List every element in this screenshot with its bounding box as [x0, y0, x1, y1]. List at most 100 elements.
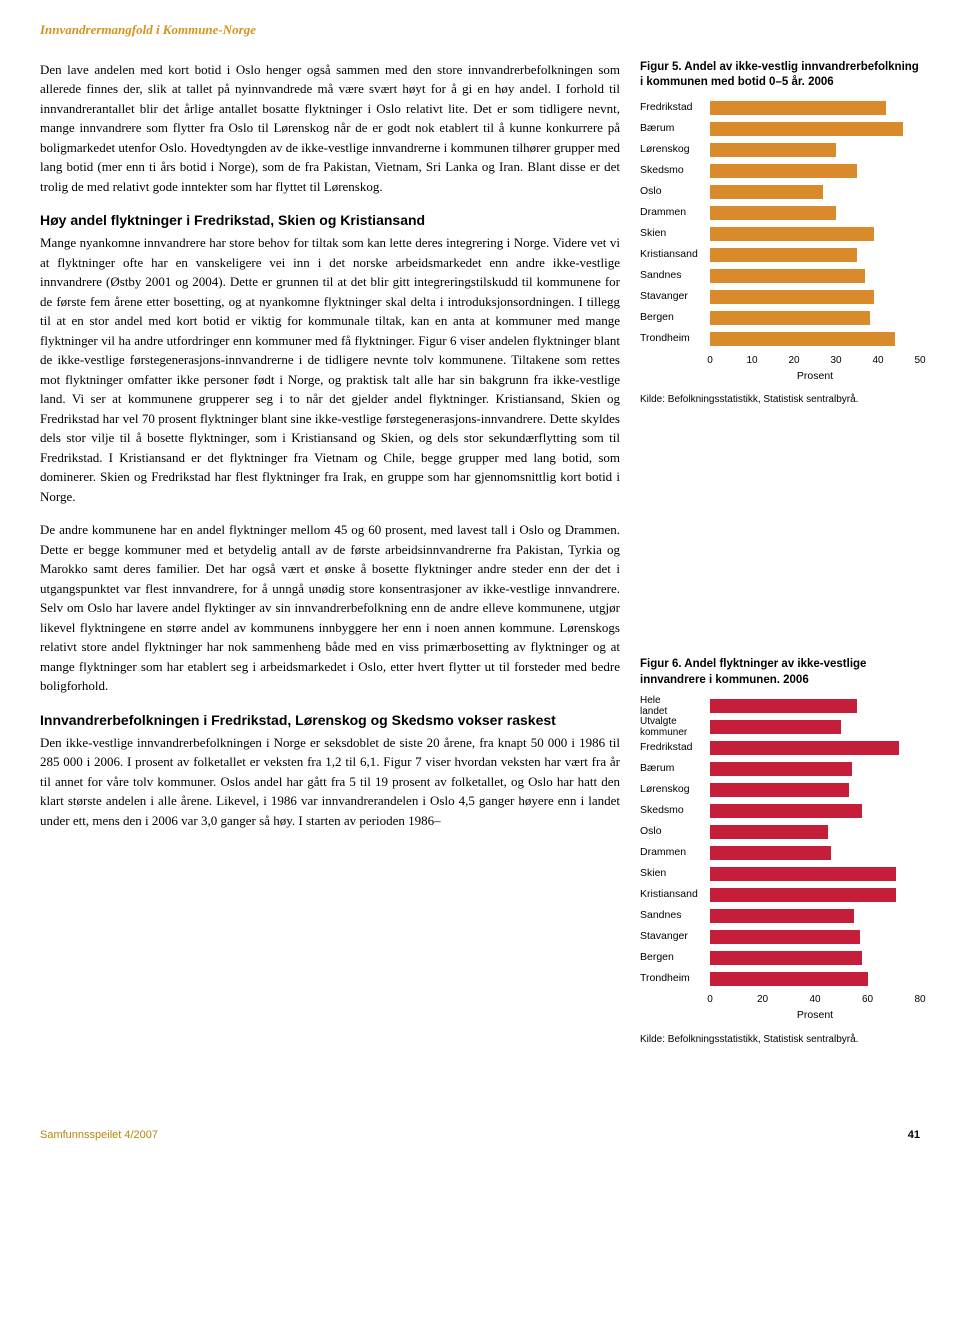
chart-row: Skedsmo — [640, 801, 920, 820]
chart-bar — [710, 311, 870, 325]
page-header-title: Innvandrermangfold i Kommune-Norge — [40, 20, 920, 40]
chart-tick: 50 — [914, 353, 925, 368]
chart-tick: 0 — [707, 992, 713, 1007]
chart-row: Oslo — [640, 183, 920, 202]
chart-row: Trondheim — [640, 330, 920, 349]
chart-bar — [710, 185, 823, 199]
chart-6: Figur 6. Andel flyktninger av ikke-vestl… — [640, 657, 920, 1047]
chart-5-title: Figur 5. Andel av ikke-vestlig innvandre… — [640, 60, 920, 91]
chart-bar — [710, 164, 857, 178]
chart-bar — [710, 804, 862, 818]
chart-bar — [710, 867, 896, 881]
chart-row: Bergen — [640, 948, 920, 967]
chart-row-label: Drammen — [640, 205, 710, 221]
chart-row: Drammen — [640, 843, 920, 862]
chart-row: Fredrikstad — [640, 738, 920, 757]
chart-tick: 20 — [788, 353, 799, 368]
chart-row-label: Oslo — [640, 184, 710, 200]
chart-bar — [710, 248, 857, 262]
chart-row-label: Stavanger — [640, 289, 710, 305]
footer-page-number: 41 — [908, 1127, 920, 1144]
chart-tick: 40 — [809, 992, 820, 1007]
chart-tick: 80 — [914, 992, 925, 1007]
chart-row-label: Sandnes — [640, 908, 710, 924]
chart-row: Trondheim — [640, 969, 920, 988]
chart-row: Kristiansand — [640, 885, 920, 904]
chart-5-axis: 01020304050 — [640, 353, 920, 367]
chart-row: Stavanger — [640, 927, 920, 946]
chart-row: Lørenskog — [640, 780, 920, 799]
chart-bar — [710, 741, 899, 755]
chart-row-label: Kristiansand — [640, 247, 710, 263]
left-column: Den lave andelen med kort botid i Oslo h… — [40, 60, 620, 1088]
chart-bar — [710, 332, 895, 346]
chart-bar — [710, 206, 836, 220]
chart-row: Utvalgtekommuner — [640, 717, 920, 736]
chart-bar — [710, 227, 874, 241]
chart-row-label: Skedsmo — [640, 803, 710, 819]
chart-bar — [710, 972, 868, 986]
chart-row-label: Fredrikstad — [640, 740, 710, 756]
chart-row-label: Stavanger — [640, 929, 710, 945]
chart-6-source: Kilde: Befolkningsstatistikk, Statistisk… — [640, 1032, 920, 1047]
chart-bar — [710, 720, 841, 734]
right-column: Figur 5. Andel av ikke-vestlig innvandre… — [640, 60, 920, 1088]
chart-tick: 10 — [746, 353, 757, 368]
chart-bar — [710, 930, 860, 944]
chart-tick: 30 — [830, 353, 841, 368]
page-footer: Samfunnsspeilet 4/2007 41 — [40, 1127, 920, 1144]
chart-5-source: Kilde: Befolkningsstatistikk, Statistisk… — [640, 392, 920, 407]
chart-bar — [710, 122, 903, 136]
chart-row: Fredrikstad — [640, 99, 920, 118]
footer-left: Samfunnsspeilet 4/2007 — [40, 1127, 158, 1144]
chart-6-bars: HelelandetUtvalgtekommuner Fredrikstad Bær… — [640, 696, 920, 988]
chart-row: Helelandet — [640, 696, 920, 715]
chart-6-xlabel: Prosent — [710, 1008, 920, 1024]
chart-row: Stavanger — [640, 288, 920, 307]
chart-row-label: Oslo — [640, 824, 710, 840]
paragraph-4: Den ikke-vestlige innvandrerbefolkningen… — [40, 733, 620, 831]
chart-5-xlabel: Prosent — [710, 369, 920, 385]
chart-bar — [710, 269, 865, 283]
chart-row: Sandnes — [640, 906, 920, 925]
chart-tick: 0 — [707, 353, 713, 368]
chart-row-label: Skien — [640, 866, 710, 882]
heading-2: Innvandrerbefolkningen i Fredrikstad, Lø… — [40, 710, 620, 731]
chart-bar — [710, 101, 886, 115]
chart-row-label: Sandnes — [640, 268, 710, 284]
chart-bar — [710, 846, 831, 860]
chart-row-label: Fredrikstad — [640, 100, 710, 116]
main-layout: Den lave andelen med kort botid i Oslo h… — [40, 60, 920, 1088]
chart-row-label: Skien — [640, 226, 710, 242]
chart-row-label: Utvalgtekommuner — [640, 716, 710, 738]
chart-tick: 40 — [872, 353, 883, 368]
chart-row-label: Trondheim — [640, 331, 710, 347]
heading-1: Høy andel flyktninger i Fredrikstad, Ski… — [40, 210, 620, 231]
chart-row: Skien — [640, 864, 920, 883]
chart-row-label: Bærum — [640, 121, 710, 137]
paragraph-1: Den lave andelen med kort botid i Oslo h… — [40, 60, 620, 197]
chart-row: Sandnes — [640, 267, 920, 286]
chart-row: Skedsmo — [640, 162, 920, 181]
chart-row: Oslo — [640, 822, 920, 841]
chart-bar — [710, 825, 828, 839]
chart-row: Bærum — [640, 759, 920, 778]
chart-row-label: Helelandet — [640, 695, 710, 717]
chart-5-bars: Fredrikstad Bærum Lørenskog Skedsmo Oslo Dram… — [640, 99, 920, 349]
chart-row-label: Skedsmo — [640, 163, 710, 179]
paragraph-2: Mange nyankomne innvandrere har store be… — [40, 233, 620, 506]
chart-tick: 20 — [757, 992, 768, 1007]
chart-tick: 60 — [862, 992, 873, 1007]
chart-row: Bergen — [640, 309, 920, 328]
chart-row: Bærum — [640, 120, 920, 139]
chart-bar — [710, 783, 849, 797]
chart-bar — [710, 143, 836, 157]
chart-row-label: Bærum — [640, 761, 710, 777]
chart-6-title: Figur 6. Andel flyktninger av ikke-vestl… — [640, 657, 920, 688]
chart-row-label: Lørenskog — [640, 142, 710, 158]
chart-row: Kristiansand — [640, 246, 920, 265]
chart-bar — [710, 699, 857, 713]
chart-bar — [710, 888, 896, 902]
chart-bar — [710, 909, 854, 923]
chart-6-axis: 020406080 — [640, 992, 920, 1006]
